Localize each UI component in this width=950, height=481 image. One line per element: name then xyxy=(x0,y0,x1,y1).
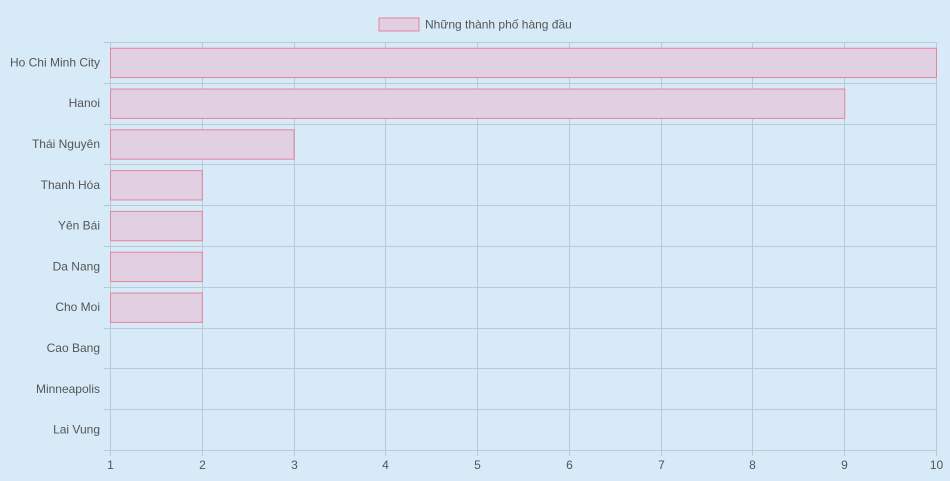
bar[interactable] xyxy=(110,88,846,119)
y-tick-label: Yên Bái xyxy=(58,219,100,233)
bar[interactable] xyxy=(110,170,203,201)
legend-label: Những thành phố hàng đầu xyxy=(425,18,572,32)
y-tick-label: Minneapolis xyxy=(36,382,100,396)
legend-swatch xyxy=(378,17,420,32)
y-tick-label: Lai Vung xyxy=(53,423,100,437)
y-tick-label: Thái Nguyên xyxy=(32,137,100,151)
bar[interactable] xyxy=(110,292,203,323)
x-tick-label: 5 xyxy=(474,458,481,472)
x-tick-label: 7 xyxy=(658,458,665,472)
y-tick-label: Cho Moi xyxy=(55,300,100,314)
x-tick-label: 4 xyxy=(382,458,389,472)
bar[interactable] xyxy=(110,47,937,79)
x-tick-label: 3 xyxy=(291,458,298,472)
y-tick-label: Ho Chi Minh City xyxy=(10,55,100,69)
y-tick-label: Hanoi xyxy=(69,96,100,110)
bar[interactable] xyxy=(110,129,295,160)
x-axis-labels: 1 2 3 4 5 6 7 8 9 10 xyxy=(107,458,943,472)
y-tick-label: Thanh Hóa xyxy=(41,178,101,192)
x-tick-label: 8 xyxy=(749,458,756,472)
x-tick-label: 2 xyxy=(199,458,206,472)
bars xyxy=(110,47,937,323)
bar[interactable] xyxy=(110,210,203,242)
x-tick-label: 10 xyxy=(930,458,944,472)
legend[interactable]: Những thành phố hàng đầu xyxy=(378,17,572,32)
y-axis-labels: Ho Chi Minh City Hanoi Thái Nguyên Thanh Hó… xyxy=(10,55,100,436)
x-tick-label: 9 xyxy=(841,458,848,472)
x-tick-label: 1 xyxy=(107,458,114,472)
y-tick-label: Da Nang xyxy=(53,259,100,273)
x-tick-label: 6 xyxy=(566,458,573,472)
y-tick-label: Cao Bang xyxy=(47,341,100,355)
bar[interactable] xyxy=(110,251,203,283)
